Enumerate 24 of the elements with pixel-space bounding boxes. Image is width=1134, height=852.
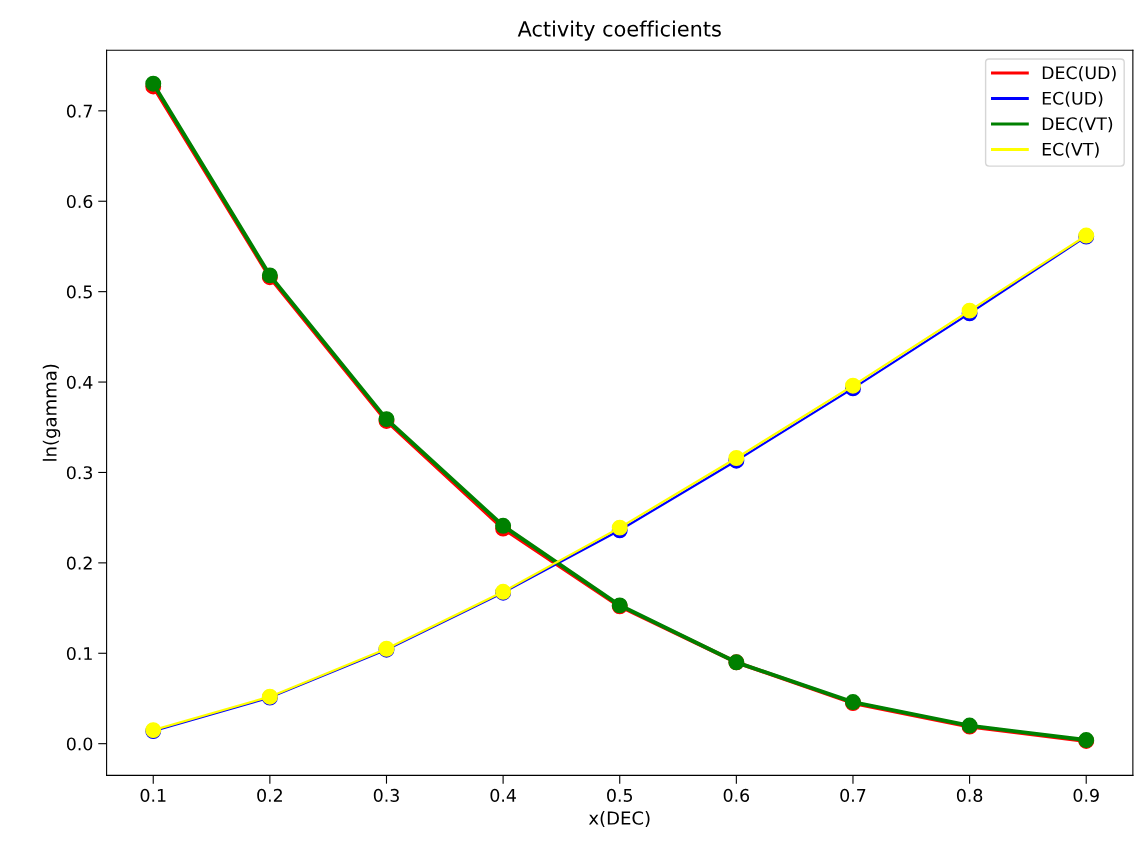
y-tick-label: 0.5 bbox=[66, 285, 92, 299]
x-tick-label: 0.5 bbox=[607, 788, 633, 802]
x-tick-label: 0.3 bbox=[373, 788, 399, 802]
y-axis-title: ln(gamma) bbox=[42, 364, 61, 461]
y-tick-label: 0.0 bbox=[66, 737, 93, 751]
x-tick-label: 0.9 bbox=[1073, 788, 1099, 802]
y-tick-label: 0.3 bbox=[66, 466, 93, 480]
x-axis-title: x(DEC) bbox=[588, 810, 650, 827]
x-tick-label: 0.6 bbox=[723, 788, 750, 802]
legend-label: EC(UD) bbox=[1042, 91, 1103, 107]
y-tick-label: 0.4 bbox=[66, 375, 93, 389]
x-tick-label: 0.7 bbox=[840, 788, 866, 802]
x-tick-label: 0.1 bbox=[140, 788, 166, 802]
y-tick-label: 0.6 bbox=[66, 194, 93, 209]
legend-label: EC(VT) bbox=[1042, 142, 1099, 158]
chart-title: Activity coefficients bbox=[517, 20, 721, 41]
y-tick-label: 0.1 bbox=[66, 646, 92, 661]
x-tick-label: 0.4 bbox=[490, 788, 516, 802]
x-tick-label: 0.2 bbox=[257, 788, 282, 802]
y-tick-label: 0.7 bbox=[66, 104, 92, 118]
legend-label: DEC(UD) bbox=[1042, 65, 1116, 82]
x-tick-label: 0.8 bbox=[956, 788, 983, 802]
legend-label: DEC(VT) bbox=[1042, 116, 1113, 133]
y-tick-label: 0.2 bbox=[66, 556, 92, 570]
